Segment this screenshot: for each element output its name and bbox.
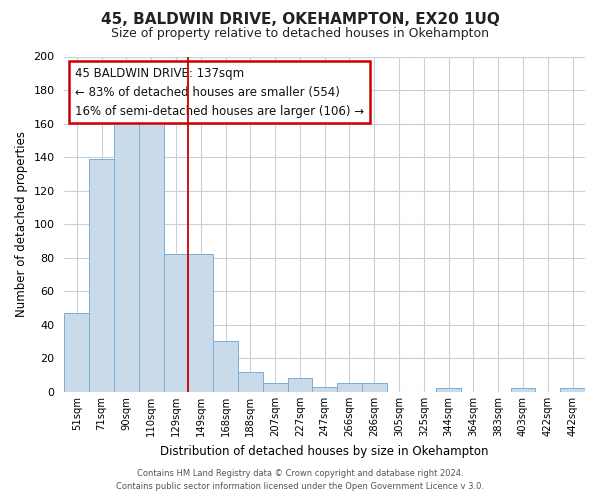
Bar <box>213 342 238 392</box>
Bar <box>263 383 287 392</box>
Text: Size of property relative to detached houses in Okehampton: Size of property relative to detached ho… <box>111 28 489 40</box>
Bar <box>139 120 164 392</box>
Text: 45, BALDWIN DRIVE, OKEHAMPTON, EX20 1UQ: 45, BALDWIN DRIVE, OKEHAMPTON, EX20 1UQ <box>101 12 499 28</box>
Bar <box>114 114 139 392</box>
Bar <box>164 254 188 392</box>
Text: 45 BALDWIN DRIVE: 137sqm
← 83% of detached houses are smaller (554)
16% of semi-: 45 BALDWIN DRIVE: 137sqm ← 83% of detach… <box>75 66 364 118</box>
X-axis label: Distribution of detached houses by size in Okehampton: Distribution of detached houses by size … <box>160 444 489 458</box>
Y-axis label: Number of detached properties: Number of detached properties <box>15 131 28 317</box>
Bar <box>313 386 337 392</box>
Bar <box>287 378 313 392</box>
Text: Contains HM Land Registry data © Crown copyright and database right 2024.
Contai: Contains HM Land Registry data © Crown c… <box>116 470 484 491</box>
Bar <box>64 313 89 392</box>
Bar <box>436 388 461 392</box>
Bar <box>511 388 535 392</box>
Bar <box>89 158 114 392</box>
Bar <box>362 383 386 392</box>
Bar <box>238 372 263 392</box>
Bar <box>188 254 213 392</box>
Bar <box>337 383 362 392</box>
Bar <box>560 388 585 392</box>
